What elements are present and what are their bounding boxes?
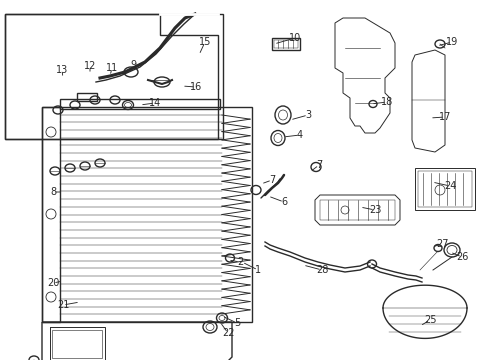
Bar — [5, 14, 223, 139]
Text: 13: 13 — [56, 65, 68, 75]
Text: 9: 9 — [130, 60, 136, 70]
Text: 12: 12 — [84, 61, 96, 71]
Text: 23: 23 — [369, 205, 381, 215]
Bar — [272, 38, 300, 50]
Bar — [77, 93, 97, 101]
Text: 24: 24 — [444, 181, 456, 191]
Bar — [42, 107, 60, 322]
Text: 2: 2 — [237, 257, 243, 267]
Text: 26: 26 — [456, 252, 468, 262]
Bar — [50, 327, 105, 360]
Text: 4: 4 — [297, 130, 303, 140]
Text: 10: 10 — [289, 33, 301, 43]
Text: 28: 28 — [316, 265, 328, 275]
Text: 21: 21 — [57, 300, 69, 310]
Text: 8: 8 — [50, 187, 56, 197]
Text: 1: 1 — [255, 265, 261, 275]
Text: 17: 17 — [439, 112, 451, 122]
Text: 5: 5 — [234, 318, 240, 328]
Text: 7: 7 — [269, 175, 275, 185]
Text: 6: 6 — [281, 197, 287, 207]
Bar — [320, 200, 395, 220]
Bar — [52, 330, 102, 358]
Text: 14: 14 — [149, 98, 161, 108]
Text: 15: 15 — [199, 37, 211, 47]
Bar — [60, 99, 220, 109]
Text: 3: 3 — [305, 110, 311, 120]
Text: 25: 25 — [424, 315, 436, 325]
Bar — [42, 107, 252, 322]
Text: 20: 20 — [47, 278, 59, 288]
Text: 27: 27 — [436, 239, 448, 249]
Text: 19: 19 — [446, 37, 458, 47]
Text: 22: 22 — [222, 328, 234, 338]
Text: 18: 18 — [381, 97, 393, 107]
Text: 16: 16 — [190, 82, 202, 92]
Bar — [415, 168, 475, 210]
Bar — [274, 40, 298, 48]
Text: 7: 7 — [316, 160, 322, 170]
Bar — [418, 171, 472, 207]
Text: 11: 11 — [106, 63, 118, 73]
